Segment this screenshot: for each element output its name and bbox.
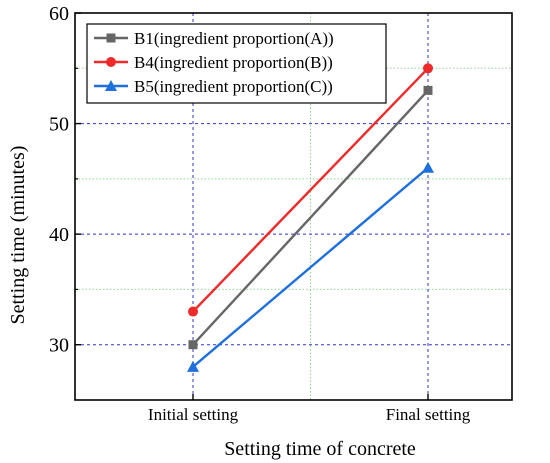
x-tick-label: Initial setting (148, 405, 239, 424)
y-tick-label: 30 (49, 335, 69, 357)
legend-marker (106, 57, 116, 67)
data-point (422, 162, 434, 173)
legend-label: B1(ingredient proportion(A)) (134, 29, 334, 48)
y-tick-label: 60 (49, 3, 69, 25)
data-point (189, 340, 198, 349)
legend-label: B4(ingredient proportion(B)) (134, 53, 333, 72)
legend: B1(ingredient proportion(A)) B4(ingredien… (87, 24, 386, 103)
y-tick-label: 40 (49, 224, 69, 246)
x-axis-title: Setting time of concrete (224, 438, 416, 460)
y-axis-title: Setting time (minutes) (7, 146, 29, 325)
data-point (424, 86, 433, 95)
data-point (423, 63, 433, 73)
y-tick-label: 50 (49, 114, 69, 136)
legend-label: B5(ingredient proportion(C)) (134, 77, 333, 96)
legend-marker (107, 34, 116, 43)
x-tick-label: Final setting (386, 405, 471, 424)
series-line-3 (193, 168, 428, 367)
data-point (188, 307, 198, 317)
